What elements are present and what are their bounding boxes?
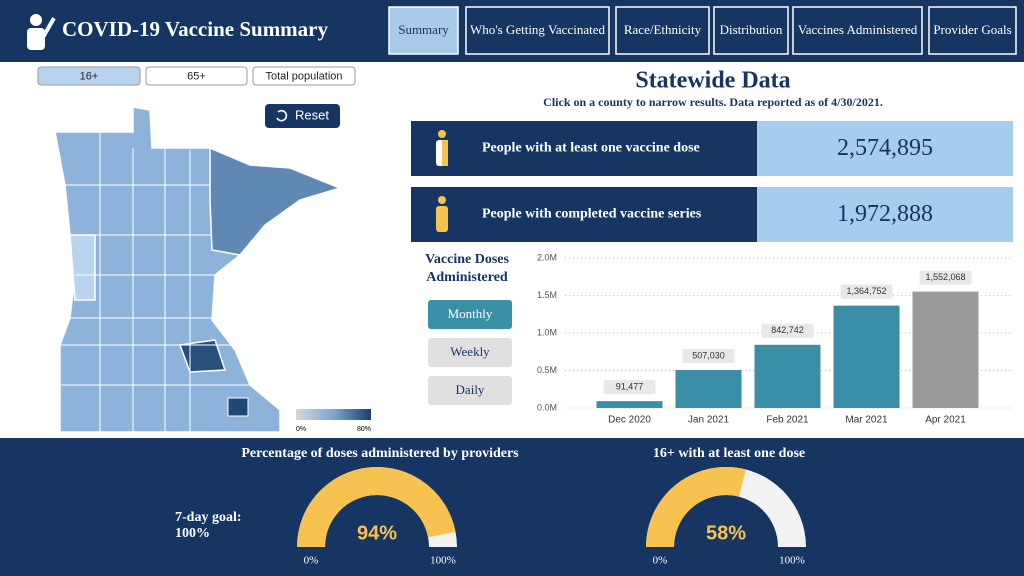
minnesota-map: [54, 106, 343, 433]
legend-max: 80%: [357, 426, 371, 433]
gauge-tick-label: 100%: [779, 555, 805, 567]
nav-tab-label[interactable]: Summary: [398, 22, 449, 37]
northeast-counties: [209, 146, 343, 256]
x-tick-label: Dec 2020: [608, 415, 651, 426]
stat-value-bg: [757, 187, 1013, 242]
nav-tab[interactable]: [792, 6, 923, 55]
gauge-annotation: 100%: [175, 526, 210, 541]
gauge-tick-label: 0%: [653, 555, 668, 567]
bar: [754, 344, 821, 408]
y-tick-label: 2.0M: [537, 252, 557, 262]
filter-button[interactable]: [37, 66, 141, 86]
y-tick-label: 1.5M: [537, 290, 557, 300]
period-label[interactable]: Daily: [456, 382, 485, 397]
value-label: 91,477: [616, 382, 644, 392]
doses-title: Vaccine Doses: [425, 252, 509, 267]
nav-tab[interactable]: [465, 6, 610, 55]
logo-icon: [27, 14, 56, 50]
nav-tab[interactable]: [615, 6, 710, 55]
filter-label[interactable]: 65+: [187, 70, 206, 82]
y-tick-label: 0.0M: [537, 402, 557, 412]
gauge-value-arc: [646, 466, 746, 547]
filter-label[interactable]: Total population: [265, 70, 342, 82]
reset-label[interactable]: Reset: [295, 107, 329, 122]
stat-label-bg: [411, 187, 757, 242]
stat-value-bg: [757, 121, 1013, 176]
metro-counties: [178, 339, 227, 373]
value-label-bg: [840, 284, 893, 299]
person-icon-head: [438, 196, 446, 204]
value-label-bg: [761, 323, 814, 338]
bar: [912, 291, 979, 408]
person-icon-head: [438, 130, 446, 138]
x-tick-label: Feb 2021: [766, 415, 809, 426]
stat-value: 1,972,888: [837, 201, 933, 227]
reset-icon: [276, 109, 288, 122]
nav-tab[interactable]: [713, 6, 789, 55]
period-button[interactable]: [428, 376, 512, 405]
filter-button[interactable]: [252, 66, 356, 86]
gauge-value-arc: [297, 467, 456, 547]
nav-tab-label[interactable]: Who's Getting Vaccinated: [470, 22, 605, 37]
value-label: 1,364,752: [846, 286, 886, 296]
nav-tab[interactable]: [388, 6, 459, 55]
gauge-value-label: 94%: [357, 522, 397, 544]
nav-tab-label[interactable]: Race/Ethnicity: [624, 22, 702, 37]
bar: [675, 369, 742, 408]
nav-tab[interactable]: [928, 6, 1017, 55]
x-tick-label: Apr 2021: [925, 415, 966, 426]
stat-label: People with completed vaccine series: [482, 207, 702, 222]
value-label: 1,552,068: [925, 272, 965, 282]
nav-tab-label[interactable]: Distribution: [720, 22, 783, 37]
stat-label: People with at least one vaccine dose: [482, 141, 700, 156]
person-icon-body: [436, 206, 448, 232]
reset-bg[interactable]: [265, 104, 340, 128]
statewide-title: Statewide Data: [635, 68, 790, 94]
bar: [833, 305, 900, 408]
west-counties: [69, 234, 96, 301]
value-label-bg: [603, 380, 656, 395]
state-shape: [54, 106, 343, 433]
period-label[interactable]: Weekly: [450, 344, 490, 359]
page-title: COVID-19 Vaccine Summary: [62, 17, 328, 41]
bar: [596, 401, 663, 408]
period-label[interactable]: Monthly: [448, 306, 493, 321]
map-legend-gradient: [296, 409, 371, 420]
gauge-value-label: 58%: [706, 522, 746, 544]
person-icon-half: [442, 140, 448, 166]
x-tick-label: Jan 2021: [688, 415, 730, 426]
southeast-county: [227, 397, 249, 417]
period-button[interactable]: [428, 338, 512, 367]
gauge-title: 16+ with at least one dose: [653, 446, 805, 461]
gauge-title: Percentage of doses administered by prov…: [241, 446, 519, 461]
y-tick-label: 0.5M: [537, 365, 557, 375]
gauge-tick-label: 0%: [304, 555, 319, 567]
footer-band: [0, 438, 1024, 576]
filter-label[interactable]: 16+: [80, 70, 99, 82]
legend-min: 0%: [296, 426, 306, 433]
nav-tab-label[interactable]: Vaccines Administered: [798, 22, 918, 37]
y-tick-label: 1.0M: [537, 327, 557, 337]
county-borders: [60, 132, 250, 432]
period-button[interactable]: [428, 300, 512, 329]
gauge-annotation: 7-day goal:: [175, 510, 242, 525]
nav-tab-label[interactable]: Provider Goals: [933, 22, 1011, 37]
gauge-tick-label: 100%: [430, 555, 456, 567]
x-tick-label: Mar 2021: [845, 415, 888, 426]
value-label-bg: [919, 270, 972, 285]
value-label: 507,030: [692, 350, 725, 360]
value-label-bg: [682, 348, 735, 363]
stat-value: 2,574,895: [837, 135, 933, 161]
value-label: 842,742: [771, 325, 804, 335]
reset-button[interactable]: Reset: [265, 104, 340, 128]
stat-label-bg: [411, 121, 757, 176]
filter-button[interactable]: [145, 66, 248, 86]
statewide-subtitle: Click on a county to narrow results. Dat…: [543, 95, 883, 109]
doses-title: Administered: [426, 270, 508, 285]
